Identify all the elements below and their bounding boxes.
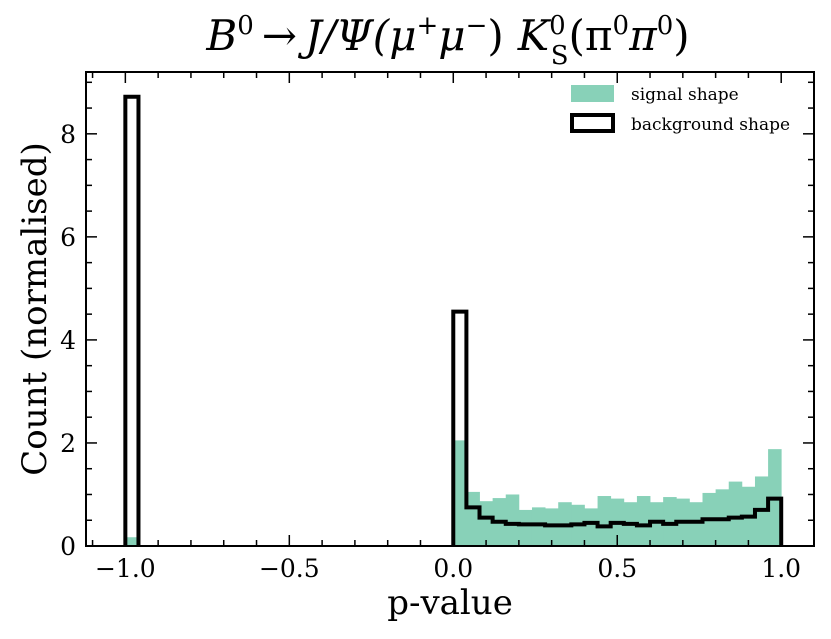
signal-bar-7 bbox=[531, 507, 546, 546]
legend-label-background: background shape bbox=[631, 115, 790, 135]
y-tick-label: 6 bbox=[60, 223, 76, 252]
legend: signal shape background shape bbox=[570, 85, 790, 135]
signal-bar-11 bbox=[584, 508, 598, 546]
legend-swatch-signal bbox=[571, 85, 614, 102]
x-tick-labels: −1.0 −0.5 0.0 0.5 1.0 bbox=[95, 554, 801, 583]
y-tick-label: 8 bbox=[60, 120, 76, 149]
signal-bar-3 bbox=[479, 501, 494, 546]
axis-ticks bbox=[86, 72, 815, 547]
signal-bar-5 bbox=[505, 494, 520, 546]
signal-bar-15 bbox=[636, 496, 651, 546]
signal-bar-22 bbox=[728, 481, 743, 546]
y-tick-label: 4 bbox=[60, 326, 76, 355]
y-axis-label: Count (normalised) bbox=[15, 142, 55, 476]
legend-swatch-background bbox=[570, 113, 615, 133]
x-tick-label: 0.0 bbox=[433, 554, 473, 583]
signal-bar-12 bbox=[597, 496, 612, 546]
signal-bar-0 bbox=[125, 537, 139, 546]
signal-bar-17 bbox=[663, 497, 677, 546]
y-tick-label: 2 bbox=[60, 429, 76, 458]
signal-bar-6 bbox=[518, 509, 533, 546]
x-axis-label: p-value bbox=[387, 583, 513, 623]
x-tick-label: 1.0 bbox=[761, 554, 801, 583]
y-tick-labels: 0 2 4 6 8 bbox=[60, 120, 76, 561]
x-tick-label: −0.5 bbox=[259, 554, 320, 583]
background-step-1 bbox=[451, 309, 784, 546]
chart-title: B0 → J/Ψ(μ+μ−) K0 S(π0π0) bbox=[205, 11, 689, 71]
plot-frame bbox=[85, 71, 815, 547]
x-tick-label: 0.5 bbox=[597, 554, 637, 583]
y-tick-label: 0 bbox=[60, 532, 76, 561]
x-tick-label: −1.0 bbox=[95, 554, 156, 583]
background-series bbox=[123, 94, 784, 546]
signal-bar-19 bbox=[689, 502, 703, 546]
background-step-0 bbox=[123, 94, 141, 546]
legend-label-signal: signal shape bbox=[631, 85, 739, 105]
signal-bar-16 bbox=[650, 502, 664, 546]
signal-bar-1 bbox=[453, 440, 467, 546]
